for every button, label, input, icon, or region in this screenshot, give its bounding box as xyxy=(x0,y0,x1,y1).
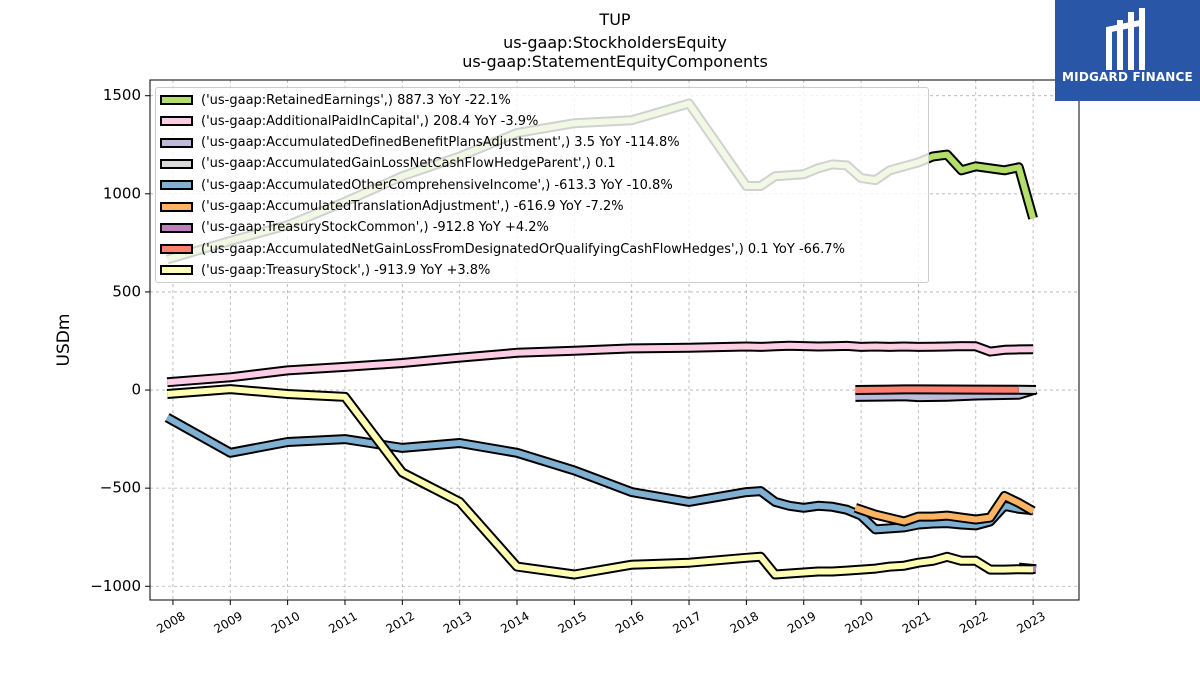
x-tick-label: 2014 xyxy=(498,609,531,636)
logo-mark-icon xyxy=(1106,8,1145,70)
y-tick-label: −500 xyxy=(100,479,141,497)
y-tick-label: 1500 xyxy=(103,86,141,104)
legend-swatch xyxy=(160,137,193,148)
x-tick-label: 2022 xyxy=(957,609,990,636)
x-tick-label: 2021 xyxy=(900,609,933,636)
chart-legend: ('us-gaap:RetainedEarnings',) 887.3 YoY … xyxy=(155,87,929,283)
legend-item: ('us-gaap:AccumulatedTranslationAdjustme… xyxy=(160,197,624,217)
series-outline xyxy=(164,413,1034,535)
legend-swatch xyxy=(160,158,193,169)
legend-label: ('us-gaap:AccumulatedOtherComprehensiveI… xyxy=(201,177,673,193)
x-tick-label: 2015 xyxy=(556,609,589,636)
legend-item: ('us-gaap:TreasuryStockCommon',) -912.8 … xyxy=(160,218,549,238)
plot-frame xyxy=(149,79,1080,601)
legend-label: ('us-gaap:TreasuryStockCommon',) -912.8 … xyxy=(201,220,549,236)
logo-text: MIDGARD FINANCE xyxy=(1062,70,1193,84)
x-tick-label: 2012 xyxy=(384,609,417,636)
legend-label: ('us-gaap:TreasuryStock',) -913.9 YoY +3… xyxy=(201,262,491,278)
y-tick-label: 1000 xyxy=(103,184,141,202)
legend-swatch xyxy=(160,244,193,255)
chart-title-ticker: TUP xyxy=(599,10,631,29)
series-line-4 xyxy=(164,413,1034,535)
x-tick-label: 2011 xyxy=(326,609,359,636)
legend-swatch xyxy=(160,201,193,212)
x-tick-label: 2017 xyxy=(670,609,703,636)
legend-item: ('us-gaap:AccumulatedOtherComprehensiveI… xyxy=(160,175,673,195)
x-tick-layer: 2008 2009 2010 2011 2012 2013 2014 2015 2016 2017… xyxy=(154,600,1048,636)
legend-label: ('us-gaap:AdditionalPaidInCapital',) 208… xyxy=(201,113,539,129)
y-tick-label: 500 xyxy=(112,282,141,300)
chart-title-group: us-gaap:StatementEquityComponents xyxy=(462,52,768,71)
x-tick-label: 2020 xyxy=(842,609,875,636)
legend-swatch xyxy=(160,95,193,105)
x-tick-label: 2009 xyxy=(212,609,245,636)
legend-label: ('us-gaap:AccumulatedTranslationAdjustme… xyxy=(201,199,624,214)
series-stroke xyxy=(855,386,1019,393)
legend-swatch xyxy=(160,180,193,191)
legend-label: ('us-gaap:AccumulatedNetGainLossFromDesi… xyxy=(201,241,845,257)
x-tick-label: 2016 xyxy=(613,609,646,636)
legend-item: ('us-gaap:AccumulatedGainLossNetCashFlow… xyxy=(160,154,616,174)
x-tick-label: 2023 xyxy=(1014,609,1047,636)
series-stroke xyxy=(165,414,1034,533)
y-tick-label: −1000 xyxy=(90,577,141,595)
legend-swatch xyxy=(160,222,193,233)
legend-swatch xyxy=(160,265,193,276)
legend-swatch xyxy=(160,116,193,127)
y-tick-label: 0 xyxy=(131,381,141,399)
series-line-5 xyxy=(853,491,1036,527)
x-tick-label: 2018 xyxy=(728,609,761,636)
series-stroke xyxy=(166,386,1034,578)
series-line-7 xyxy=(855,384,1019,395)
series-line-1 xyxy=(166,340,1034,388)
series-stroke xyxy=(854,493,1035,525)
legend-item: ('us-gaap:RetainedEarnings',) 887.3 YoY … xyxy=(160,90,511,110)
legend-label: ('us-gaap:AccumulatedDefinedBenefitPlans… xyxy=(201,135,680,151)
brand-logo: MIDGARD FINANCE xyxy=(1055,0,1200,101)
legend-item: ('us-gaap:AccumulatedDefinedBenefitPlans… xyxy=(160,133,680,153)
x-tick-label: 2010 xyxy=(269,609,302,636)
series-line-8 xyxy=(166,384,1034,580)
y-axis-label: USDm xyxy=(54,314,74,367)
legend-label: ('us-gaap:RetainedEarnings',) 887.3 YoY … xyxy=(201,92,511,108)
x-tick-label: 2019 xyxy=(785,609,818,636)
y-tick-layer: −1000 −500 0 500 1000 1500 xyxy=(90,86,150,595)
legend-item: ('us-gaap:AccumulatedNetGainLossFromDesi… xyxy=(160,239,845,259)
series-stroke xyxy=(166,342,1034,386)
x-tick-label: 2008 xyxy=(154,609,187,636)
x-tick-label: 2013 xyxy=(441,609,474,636)
legend-item: ('us-gaap:TreasuryStock',) -913.9 YoY +3… xyxy=(160,260,490,280)
legend-item: ('us-gaap:AdditionalPaidInCapital',) 208… xyxy=(160,111,538,131)
chart-title-concept: us-gaap:StockholdersEquity xyxy=(503,33,727,52)
legend-label: ('us-gaap:AccumulatedGainLossNetCashFlow… xyxy=(201,156,616,172)
